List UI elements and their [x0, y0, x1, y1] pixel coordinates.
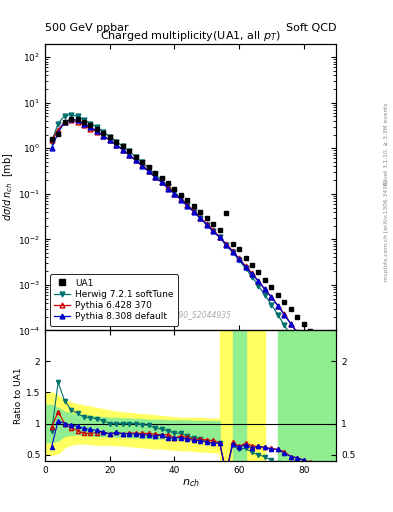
Legend: UA1, Herwig 7.2.1 softTune, Pythia 6.428 370, Pythia 8.308 default: UA1, Herwig 7.2.1 softTune, Pythia 6.428… — [50, 274, 178, 326]
Y-axis label: $d\sigma/d\,n_{ch}$  [mb]: $d\sigma/d\,n_{ch}$ [mb] — [1, 153, 15, 221]
X-axis label: $n_{ch}$: $n_{ch}$ — [182, 477, 200, 489]
Y-axis label: Ratio to UA1: Ratio to UA1 — [14, 367, 23, 424]
Text: UA1_1990_S2044935: UA1_1990_S2044935 — [150, 310, 231, 319]
Text: mcplots.cern.ch [arXiv:1306.3436]: mcplots.cern.ch [arXiv:1306.3436] — [384, 180, 389, 281]
Text: Rivet 3.1.10, ≥ 3.3M events: Rivet 3.1.10, ≥ 3.3M events — [384, 102, 389, 185]
Text: Soft QCD: Soft QCD — [286, 24, 336, 33]
Title: Charged multiplicity(UA1, all $p_T$): Charged multiplicity(UA1, all $p_T$) — [100, 29, 281, 44]
Text: 500 GeV ppbar: 500 GeV ppbar — [45, 24, 129, 33]
